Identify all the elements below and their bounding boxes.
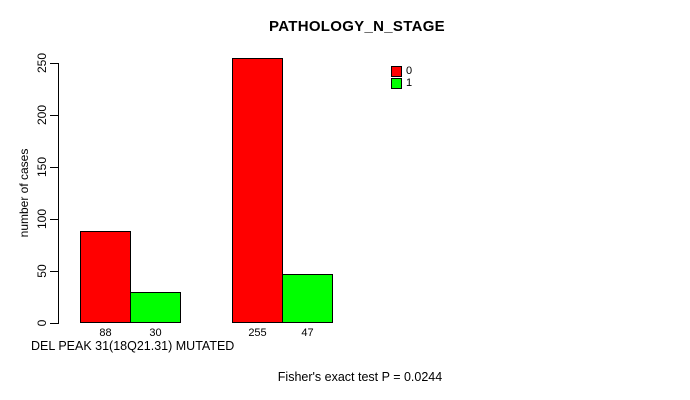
legend-label-1: 1	[406, 76, 413, 89]
y-tick-mark	[50, 167, 58, 168]
y-tick-label: 0	[35, 319, 49, 327]
y-tick-label: 200	[35, 104, 49, 126]
y-tick-label: 250	[35, 52, 49, 74]
bar-value-label: 30	[149, 327, 162, 339]
x-axis-label: DEL PEAK 31(18Q21.31) MUTATED	[31, 339, 235, 353]
bar-series-0-group-1	[80, 231, 131, 323]
stat-annotation: Fisher's exact test P = 0.0244	[277, 370, 443, 384]
y-tick-label: 100	[35, 208, 49, 230]
y-tick-label: 150	[35, 156, 49, 178]
legend-item-0: 0	[391, 65, 412, 77]
y-tick-label: 50	[35, 264, 49, 278]
legend-item-1: 1	[391, 77, 412, 89]
legend-label-0: 0	[406, 64, 413, 77]
y-tick-mark	[50, 271, 58, 272]
bar-value-label: 255	[248, 327, 267, 339]
bar-value-label: 47	[301, 327, 314, 339]
y-tick-mark	[50, 63, 58, 64]
bar-series-1-group-1	[130, 292, 181, 323]
chart-title: PATHOLOGY_N_STAGE	[269, 18, 445, 35]
y-axis-line	[58, 63, 59, 324]
y-tick-mark	[50, 219, 58, 220]
legend-swatch-red	[391, 65, 402, 77]
legend-swatch-green	[391, 77, 402, 89]
legend: 0 1	[391, 65, 412, 89]
y-axis-title: number of cases	[17, 148, 31, 238]
bar-value-label: 88	[99, 327, 112, 339]
y-tick-mark	[50, 115, 58, 116]
y-tick-mark	[50, 323, 58, 324]
bar-series-1-group-2	[282, 274, 333, 323]
bar-series-0-group-2	[232, 58, 283, 323]
